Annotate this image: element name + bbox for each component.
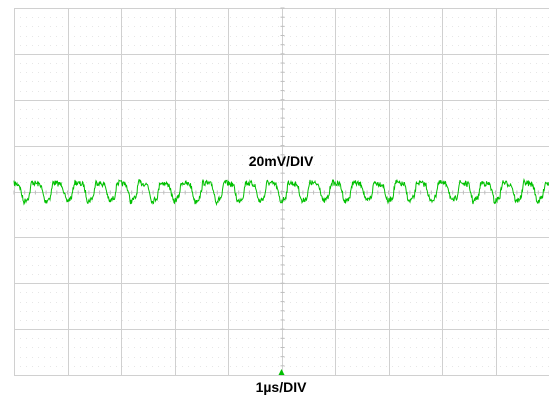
waveform-trace (13, 177, 549, 207)
trigger-marker-icon (278, 369, 285, 375)
waveform-trace-path (13, 177, 549, 207)
vertical-scale-label: 20mV/DIV (249, 153, 314, 169)
horizontal-scale-label: 1µs/DIV (256, 379, 308, 395)
graticule-grid (13, 7, 549, 376)
